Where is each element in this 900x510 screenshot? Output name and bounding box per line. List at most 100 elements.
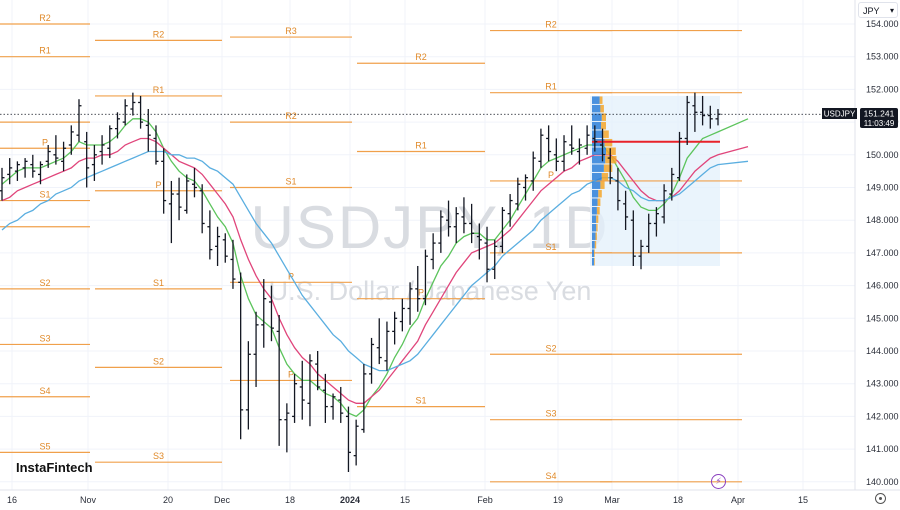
volume-profile-bar-down bbox=[603, 130, 609, 138]
volume-profile-bar-up bbox=[592, 240, 595, 249]
price-tick-label: 142.000 bbox=[866, 411, 899, 421]
price-marker-label bbox=[860, 108, 898, 128]
pivot-label: P bbox=[42, 137, 48, 147]
volume-profile-bar-up bbox=[592, 189, 599, 198]
pivot-label: R2 bbox=[415, 52, 427, 62]
volume-profile-bar-up bbox=[592, 206, 597, 215]
pivot-label: S1 bbox=[39, 190, 50, 200]
pivot-label: R3 bbox=[285, 26, 297, 36]
time-axis[interactable]: 16 Nov 20 Dec 18 2024 15 Feb 19 Mar 18 Apr 15 bbox=[0, 489, 900, 505]
time-tick-label: Nov bbox=[80, 495, 97, 505]
price-marker-countdown: 11:03:49 bbox=[864, 119, 895, 128]
volume-profile-bar-up bbox=[592, 249, 595, 257]
volume-profile-bar-up bbox=[592, 155, 606, 164]
time-tick-label: 16 bbox=[7, 495, 17, 505]
time-tick-label: Mar bbox=[604, 495, 620, 505]
volume-profile-bar-up bbox=[592, 96, 600, 104]
volume-profile-bar-down bbox=[594, 240, 597, 249]
currency-selector[interactable]: JPY ▾ bbox=[858, 2, 898, 18]
price-tick-label: 154.000 bbox=[866, 19, 899, 29]
lightning-bolt-icon[interactable]: ⚡ bbox=[711, 474, 726, 489]
volume-profile-bar-up bbox=[592, 130, 604, 138]
watermark-symbol: USDJPY, 1D bbox=[250, 194, 609, 261]
gear-icon[interactable] bbox=[875, 493, 886, 504]
pivot-label: R2 bbox=[545, 20, 557, 30]
pivot-label: R2 bbox=[285, 111, 297, 121]
pivot-label: R1 bbox=[39, 46, 51, 56]
volume-profile-bar-up bbox=[592, 215, 597, 223]
volume-profile-bar-up bbox=[592, 147, 606, 155]
pivot-label: S1 bbox=[545, 242, 556, 252]
pivot-label: S4 bbox=[545, 471, 556, 481]
volume-profile-bar-up bbox=[592, 121, 602, 130]
pivot-label: R2 bbox=[153, 29, 165, 39]
price-tick-label: 145.000 bbox=[866, 313, 899, 323]
price-tick-label: 147.000 bbox=[866, 248, 899, 258]
pivot-levels: R2 R1 P S1 S2 S3 S4 S5 R2 R1 P S1 S2 S3 R3 R2 P S1 P R2 R1 P S… bbox=[0, 13, 742, 483]
price-tick-label: 140.000 bbox=[866, 477, 899, 487]
volume-profile-bar-down bbox=[601, 113, 606, 121]
volume-profile-bar-up bbox=[592, 257, 595, 266]
price-marker: USDJPY 151.241 11:03:49 bbox=[822, 108, 898, 128]
volume-profile-bar-down bbox=[601, 121, 606, 130]
volume-profile-bar-up bbox=[592, 223, 597, 232]
pivot-label: P bbox=[418, 288, 424, 298]
pivot-label: P bbox=[548, 170, 554, 180]
pivot-label: S1 bbox=[415, 396, 426, 406]
volume-profile-bar-down bbox=[597, 198, 601, 206]
chevron-down-icon: ▾ bbox=[889, 6, 894, 15]
brand-logo: InstaFintech bbox=[16, 460, 93, 475]
volume-profile-bar-down bbox=[600, 104, 604, 113]
volume-profile-bar-up bbox=[592, 164, 604, 172]
candles bbox=[0, 92, 721, 472]
pivot-label: R2 bbox=[39, 13, 51, 23]
watermark-description: U.S. Dollar / Japanese Yen bbox=[269, 276, 592, 306]
price-tick-label: 146.000 bbox=[866, 281, 899, 291]
price-tick-label: 141.000 bbox=[866, 444, 899, 454]
pivot-label: P bbox=[288, 369, 294, 379]
time-tick-label: 15 bbox=[400, 495, 410, 505]
volume-profile-bar-down bbox=[601, 172, 609, 181]
pivot-label: S3 bbox=[545, 409, 556, 419]
time-tick-label: Dec bbox=[214, 495, 231, 505]
price-marker-symbol: USDJPY bbox=[824, 110, 856, 119]
volume-profile-bar-down bbox=[596, 223, 598, 232]
pivot-label: S2 bbox=[545, 343, 556, 353]
volume-profile-bar-down bbox=[594, 257, 595, 266]
volume-profile-bar-down bbox=[596, 215, 599, 223]
price-axis[interactable]: 140.000 141.000 142.000 143.000 144.000 145.0… bbox=[854, 0, 899, 490]
currency-label: JPY bbox=[863, 6, 880, 16]
pivot-label: S2 bbox=[153, 356, 164, 366]
volume-profile bbox=[592, 96, 720, 266]
volume-profile-bar-up bbox=[592, 113, 602, 121]
time-tick-label: Apr bbox=[731, 495, 745, 505]
watermark: USDJPY, 1D U.S. Dollar / Japanese Yen bbox=[250, 194, 609, 306]
pivot-label: S2 bbox=[39, 278, 50, 288]
volume-profile-bar-down bbox=[596, 206, 600, 215]
pivot-label: S5 bbox=[39, 441, 50, 451]
volume-profile-bar-down bbox=[603, 164, 613, 172]
price-tick-label: 150.000 bbox=[866, 150, 899, 160]
volume-profile-bar-up bbox=[592, 172, 602, 181]
price-marker-symbol-bg bbox=[822, 108, 857, 119]
time-tick-label: 19 bbox=[553, 495, 563, 505]
volume-profile-bar-down bbox=[594, 249, 595, 257]
pivot-label: P bbox=[155, 180, 161, 190]
price-tick-label: 143.000 bbox=[866, 379, 899, 389]
volume-profile-bar-up bbox=[592, 104, 601, 113]
pivot-label: R1 bbox=[545, 82, 557, 92]
volume-profile-bar-down bbox=[599, 96, 603, 104]
price-marker-price: 151.241 bbox=[864, 109, 895, 119]
time-tick-label: 20 bbox=[163, 495, 173, 505]
price-tick-label: 144.000 bbox=[866, 346, 899, 356]
pivot-label: S3 bbox=[39, 333, 50, 343]
price-tick-label: 148.000 bbox=[866, 215, 899, 225]
volume-profile-bar-up bbox=[592, 198, 598, 206]
volume-profile-bar-down bbox=[606, 147, 616, 155]
pivot-label: S1 bbox=[153, 278, 164, 288]
volume-profile-bar-down bbox=[600, 181, 605, 189]
pivot-label: S4 bbox=[39, 386, 50, 396]
volume-profile-bar-up bbox=[592, 232, 596, 240]
pivot-label: R1 bbox=[415, 141, 427, 151]
